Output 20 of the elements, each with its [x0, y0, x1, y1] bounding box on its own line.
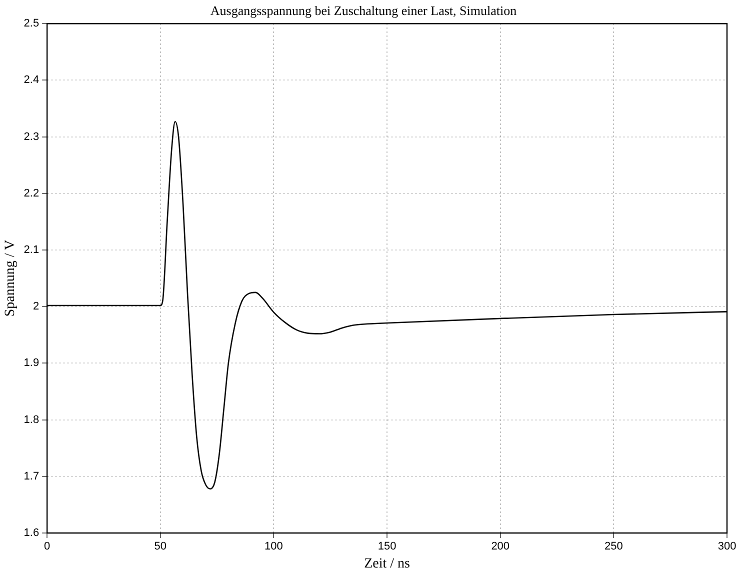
y-tick-label: 2.5	[24, 18, 40, 30]
x-tick-label: 200	[491, 540, 510, 553]
x-tick-label: 250	[604, 540, 623, 553]
x-tick-label: 0	[44, 540, 50, 553]
x-tick-label: 100	[264, 540, 283, 553]
y-axis-title: Spannung / V	[3, 240, 18, 317]
x-tick-label: 300	[718, 540, 736, 553]
chart-title: Ausgangsspannung bei Zuschaltung einer Last, Simulation	[210, 3, 518, 18]
y-tick-label: 2.4	[24, 74, 40, 86]
y-tick-label: 1.8	[24, 414, 40, 426]
y-tick-label: 2.1	[24, 244, 40, 256]
y-tick-label: 1.9	[24, 357, 40, 370]
x-tick-label: 50	[154, 540, 167, 553]
y-tick-label: 2	[32, 300, 40, 313]
y-tick-label: 2.2	[24, 187, 40, 200]
y-tick-label: 1.6	[24, 527, 40, 540]
x-tick-label: 150	[378, 540, 396, 553]
x-axis-title: Zeit / ns	[364, 556, 410, 572]
y-tick-label: 2.3	[24, 130, 40, 143]
y-tick-label: 1.7	[24, 470, 40, 482]
